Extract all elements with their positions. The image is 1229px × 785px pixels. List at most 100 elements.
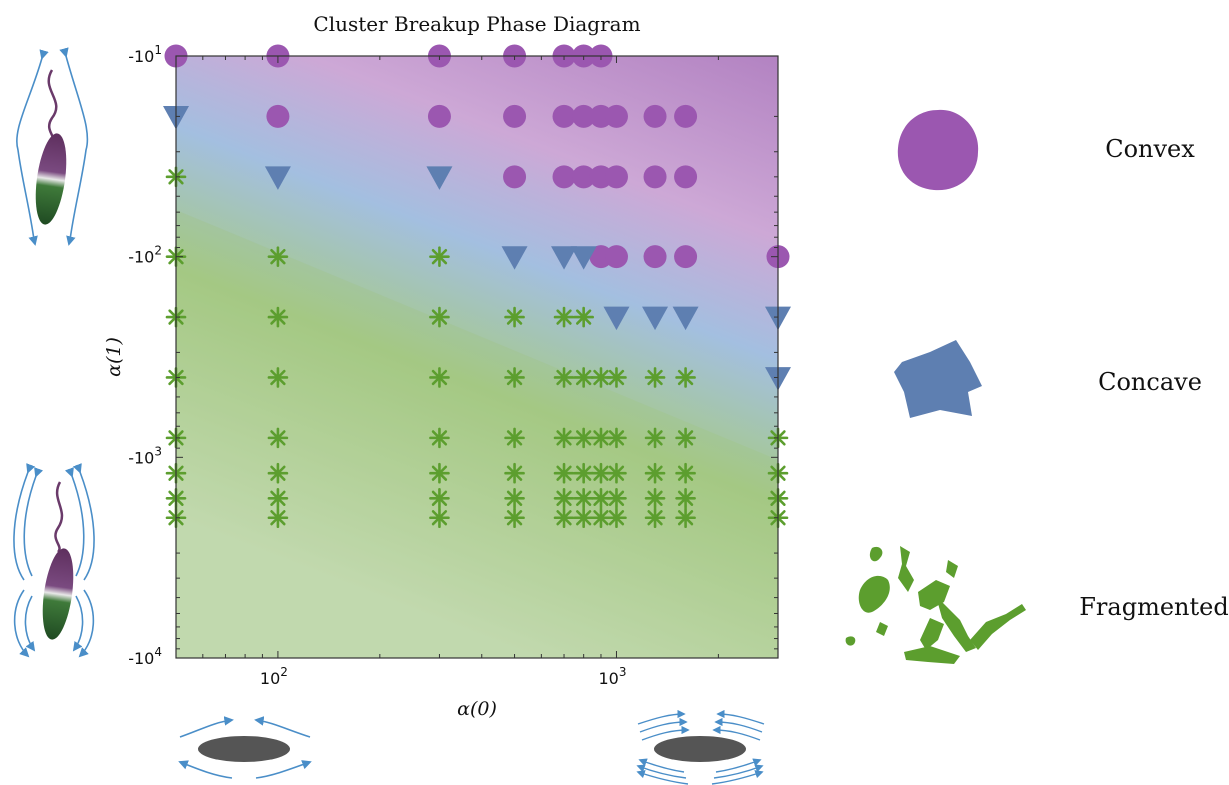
point-concave-8 <box>672 306 699 331</box>
point-fragmented-30 <box>553 427 575 449</box>
point-convex-9 <box>503 104 527 128</box>
point-fragmented-23 <box>504 367 525 388</box>
point-concave-2 <box>426 166 453 190</box>
legend-label-concave: Concave <box>1098 368 1202 396</box>
point-fragmented-59 <box>675 507 696 529</box>
point-fragmented-43 <box>590 487 612 509</box>
point-convex-18 <box>572 165 596 189</box>
point-convex-22 <box>674 165 698 189</box>
ellipse-strong-flow-icon <box>636 709 765 785</box>
phase-background <box>176 56 778 658</box>
point-fragmented-10 <box>267 367 289 388</box>
point-convex-8 <box>427 104 451 128</box>
point-fragmented-35 <box>573 367 594 388</box>
y-axis-label: α(1) <box>103 337 125 377</box>
legend: Convex Concave Fragmented <box>845 109 1229 664</box>
ellipse-weak-flow-icon <box>178 716 312 779</box>
point-fragmented-29 <box>553 367 575 388</box>
point-fragmented-38 <box>573 487 594 509</box>
axis-ticks: 102 103 -101 -102 -103 -104 <box>128 43 779 688</box>
y-tick-label: -104 <box>128 645 162 668</box>
point-convex-13 <box>604 104 628 128</box>
point-fragmented-52 <box>644 462 666 484</box>
swimmer-weak-flow-icon <box>16 47 89 246</box>
point-convex-7 <box>266 104 290 128</box>
point-convex-24 <box>604 245 628 269</box>
y-axis-label-text: α(1) <box>103 337 125 377</box>
point-fragmented-40 <box>590 367 612 388</box>
point-convex-20 <box>604 165 628 189</box>
legend-label-fragmented: Fragmented <box>1079 593 1228 621</box>
point-convex-26 <box>674 245 698 269</box>
point-fragmented-51 <box>644 427 666 449</box>
concave-blob-icon <box>894 340 982 418</box>
convex-blob-icon <box>897 109 979 191</box>
point-fragmented-54 <box>644 507 666 529</box>
point-fragmented-56 <box>675 427 696 449</box>
point-convex-21 <box>643 165 667 189</box>
point-fragmented-20 <box>429 487 450 509</box>
point-fragmented-41 <box>590 427 612 449</box>
plot-frame <box>175 55 779 659</box>
point-fragmented-47 <box>606 462 627 484</box>
y-tick-label: -102 <box>128 244 162 267</box>
point-concave-5 <box>570 246 597 270</box>
point-fragmented-14 <box>267 507 289 529</box>
point-convex-15 <box>674 104 698 128</box>
point-fragmented-58 <box>675 487 696 509</box>
point-fragmented-31 <box>553 462 575 484</box>
x-tick-label: 102 <box>260 665 288 688</box>
y-tick-label: -101 <box>128 43 162 66</box>
chart-title: Cluster Breakup Phase Diagram <box>313 12 640 36</box>
point-fragmented-11 <box>267 427 289 449</box>
point-fragmented-44 <box>590 507 612 529</box>
point-fragmented-9 <box>267 306 289 328</box>
point-fragmented-8 <box>267 246 289 267</box>
point-convex-10 <box>552 104 576 128</box>
point-concave-7 <box>642 306 669 331</box>
point-fragmented-19 <box>429 462 450 484</box>
y-tick-label: -103 <box>128 444 162 467</box>
point-fragmented-13 <box>267 487 289 509</box>
point-concave-3 <box>501 246 528 270</box>
point-fragmented-18 <box>429 427 450 449</box>
x-axis-label-text: α(0) <box>457 698 497 720</box>
point-fragmented-42 <box>590 462 612 484</box>
point-fragmented-34 <box>573 306 594 328</box>
point-fragmented-57 <box>675 462 696 484</box>
point-fragmented-55 <box>675 367 696 388</box>
point-fragmented-27 <box>504 507 525 529</box>
point-fragmented-33 <box>553 507 575 529</box>
point-convex-14 <box>643 104 667 128</box>
point-fragmented-37 <box>573 462 594 484</box>
point-fragmented-12 <box>267 462 289 484</box>
fragmented-region-tint <box>176 210 778 658</box>
point-fragmented-36 <box>573 427 594 449</box>
point-convex-16 <box>503 165 527 189</box>
point-fragmented-24 <box>504 427 525 449</box>
point-concave-4 <box>551 246 578 270</box>
point-fragmented-48 <box>606 487 627 509</box>
point-convex-17 <box>552 165 576 189</box>
point-fragmented-28 <box>553 306 575 328</box>
point-fragmented-39 <box>573 507 594 529</box>
point-fragmented-17 <box>429 367 450 388</box>
point-fragmented-53 <box>644 487 666 509</box>
point-fragmented-16 <box>429 306 450 328</box>
point-fragmented-21 <box>429 507 450 529</box>
x-axis-label: α(0) <box>457 698 497 720</box>
legend-label-convex: Convex <box>1105 135 1195 163</box>
point-fragmented-15 <box>429 246 450 267</box>
point-fragmented-22 <box>504 306 525 328</box>
point-fragmented-45 <box>606 367 627 388</box>
point-fragmented-49 <box>606 507 627 529</box>
point-fragmented-32 <box>553 487 575 509</box>
x-tick-label: 103 <box>598 665 626 688</box>
point-fragmented-50 <box>644 367 666 388</box>
point-concave-1 <box>264 166 291 190</box>
swimmer-strong-flow-icon <box>13 463 95 658</box>
point-convex-25 <box>643 245 667 269</box>
point-convex-11 <box>572 104 596 128</box>
point-fragmented-26 <box>504 487 525 509</box>
point-concave-6 <box>603 306 630 331</box>
